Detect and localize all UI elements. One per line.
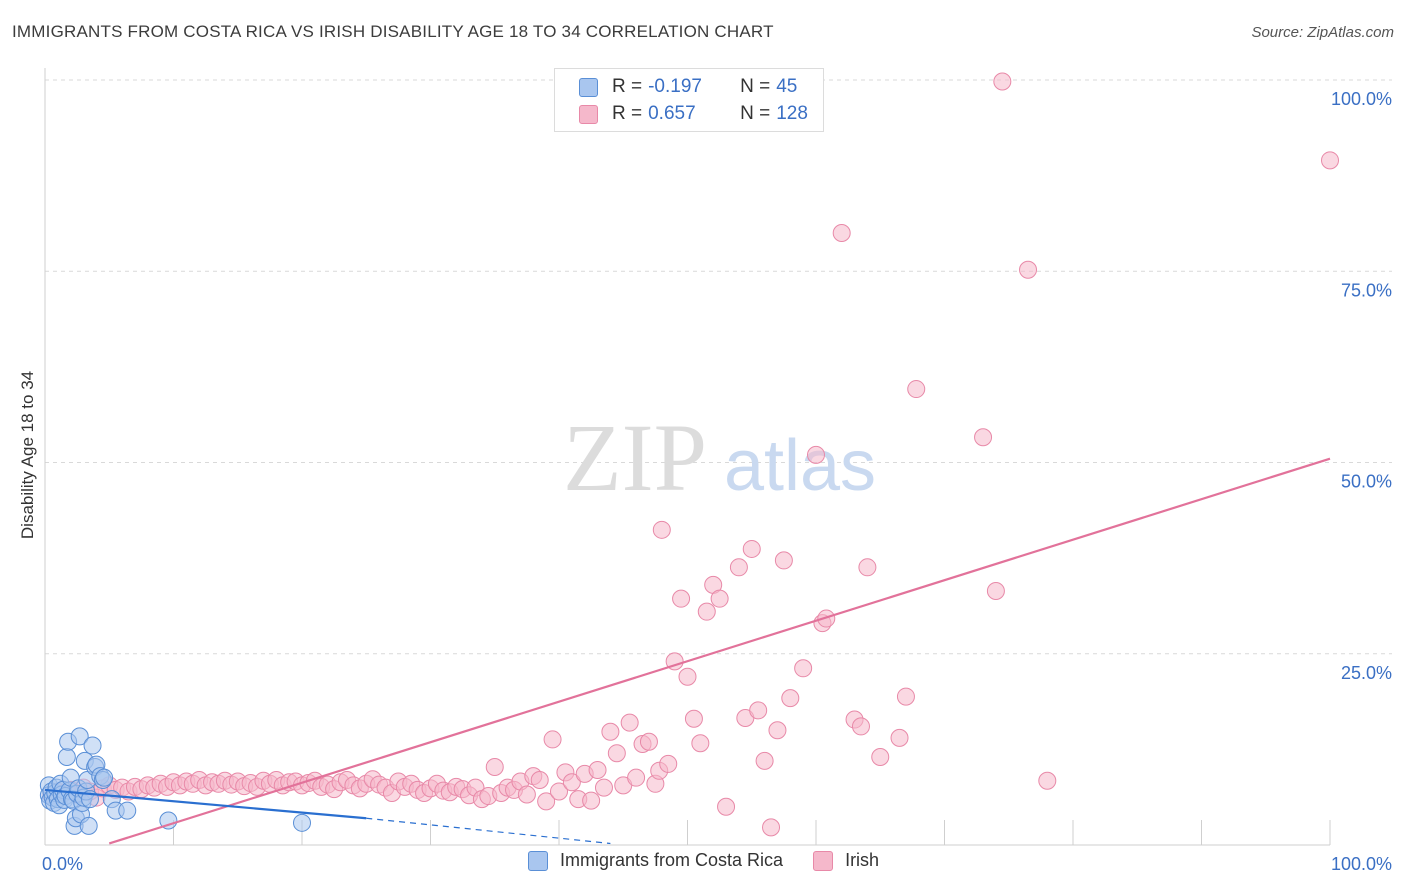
costa-rica-point <box>70 727 89 746</box>
irish-point <box>530 770 549 789</box>
irish-trend-line <box>108 457 1331 845</box>
costa-rica-point <box>293 813 311 832</box>
irish-point <box>485 757 504 776</box>
legend-n-label: N = <box>740 76 771 97</box>
irish-point <box>974 428 993 447</box>
irish-point <box>993 72 1012 91</box>
y-tick-label: 50.0% <box>1341 472 1392 492</box>
irish-point <box>871 748 890 767</box>
legend-swatch-blue <box>528 850 548 871</box>
legend-row-irish: R = 0.657 N = 128 <box>579 101 808 127</box>
legend-item-irish[interactable]: Irish <box>813 850 879 871</box>
irish-point <box>890 728 909 747</box>
axes <box>44 68 1331 846</box>
irish-point <box>582 791 601 810</box>
irish-point <box>755 751 774 770</box>
irish-point <box>749 701 768 720</box>
watermark-atlas: atlas <box>724 426 876 506</box>
irish-point <box>851 717 870 736</box>
costa-rica-point <box>57 748 76 767</box>
irish-points <box>42 72 1339 837</box>
watermark-zip: ZIP <box>563 404 707 511</box>
irish-point <box>691 734 710 753</box>
irish-point <box>1038 771 1057 790</box>
legend-n-value: 128 <box>776 103 808 124</box>
irish-point <box>832 224 851 242</box>
source-label: Source: ZipAtlas.com <box>1251 24 1394 41</box>
tick-labels: 25.0% 50.0% 75.0% 100.0% 0.0% 100.0% <box>42 89 1392 874</box>
irish-point <box>794 659 813 678</box>
legend-row-costa-rica: R = -0.197 N = 45 <box>579 74 797 100</box>
irish-point <box>659 754 678 773</box>
legend-r-value: -0.197 <box>648 76 702 97</box>
costa-rica-trend-extension <box>366 817 611 845</box>
watermark: ZIP atlas <box>563 404 876 511</box>
irish-point <box>627 768 646 787</box>
irish-point <box>762 818 781 837</box>
x-tick-label: 0.0% <box>42 854 83 874</box>
grid <box>45 79 1392 655</box>
legend-item-costa-rica[interactable]: Immigrants from Costa Rica <box>528 850 783 871</box>
irish-point <box>986 582 1005 601</box>
irish-point <box>781 689 800 708</box>
y-tick-label: 75.0% <box>1341 280 1392 300</box>
irish-point <box>607 744 626 763</box>
irish-point <box>620 713 639 732</box>
irish-point <box>601 722 620 741</box>
irish-point <box>678 667 697 686</box>
legend-label: Irish <box>845 850 880 870</box>
legend-n-label: N = <box>740 103 771 124</box>
legend-r-value: 0.657 <box>648 103 696 124</box>
legend-r-label: R = <box>612 103 643 124</box>
irish-point <box>594 778 613 797</box>
irish-point <box>697 602 716 621</box>
irish-point <box>652 520 671 539</box>
irish-point <box>1019 260 1038 279</box>
correlation-legend: R = -0.197 N = 45 R = 0.657 N = 128 <box>554 68 824 132</box>
irish-point <box>742 539 761 558</box>
legend-swatch-pink <box>579 104 598 124</box>
trend-lines <box>44 457 1331 845</box>
costa-rica-point <box>118 801 137 820</box>
costa-rica-point <box>79 816 98 835</box>
irish-point <box>807 445 825 464</box>
irish-point <box>639 732 658 751</box>
irish-point <box>684 709 703 728</box>
irish-point <box>672 589 691 608</box>
irish-point <box>896 687 915 706</box>
y-axis-label: Disability Age 18 to 34 <box>18 370 37 540</box>
irish-point <box>729 558 748 577</box>
irish-point <box>537 792 556 811</box>
legend-label: Immigrants from Costa Rica <box>560 850 784 870</box>
legend-r-label: R = <box>612 76 643 97</box>
irish-point <box>562 773 581 792</box>
costa-rica-trend-line <box>44 788 367 820</box>
costa-rica-point <box>95 768 114 787</box>
irish-point <box>858 558 877 577</box>
irish-point <box>768 721 787 740</box>
irish-point <box>517 785 536 804</box>
costa-rica-point <box>159 811 178 830</box>
y-tick-label: 25.0% <box>1341 663 1392 683</box>
irish-point <box>550 782 568 801</box>
costa-rica-point <box>83 736 102 755</box>
irish-point <box>774 551 793 570</box>
x-tick-label: 100.0% <box>1331 854 1392 874</box>
chart-title: IMMIGRANTS FROM COSTA RICA VS IRISH DISA… <box>12 22 774 41</box>
legend-n-value: 45 <box>776 76 798 97</box>
y-tick-label: 100.0% <box>1331 89 1392 109</box>
irish-point <box>710 589 729 608</box>
legend-swatch-blue <box>579 77 598 97</box>
irish-point <box>907 380 926 399</box>
irish-point <box>588 761 607 780</box>
irish-point <box>717 797 736 816</box>
irish-point <box>543 730 562 749</box>
irish-point <box>1321 151 1339 170</box>
legend-swatch-pink <box>813 850 834 871</box>
series-legend: Immigrants from Costa Rica Irish <box>528 850 909 871</box>
